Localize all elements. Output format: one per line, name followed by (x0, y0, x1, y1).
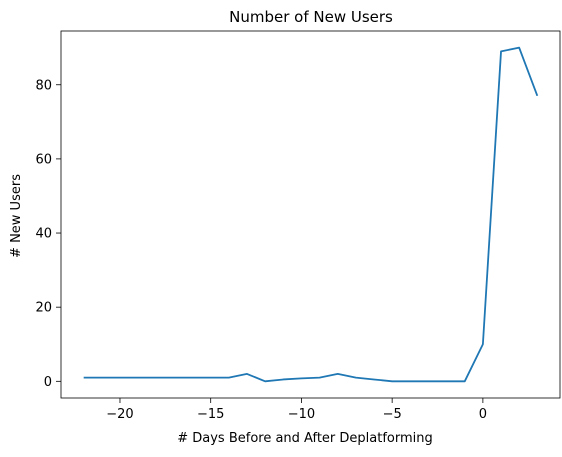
y-tick-label: 20 (35, 301, 52, 316)
series-line (83, 46, 539, 383)
axes-frame (60, 30, 561, 399)
x-axis-ticks: −20 −15 −10 −5 0 (106, 398, 487, 422)
series-layer (83, 46, 539, 383)
x-tick-label: −5 (383, 407, 402, 422)
y-tick-label: 80 (35, 78, 52, 93)
y-axis-label: # New Users (9, 174, 24, 258)
y-tick-label: 60 (35, 152, 52, 167)
x-tick-label: 0 (479, 407, 487, 422)
y-axis-ticks: 0 20 40 60 80 (35, 78, 61, 390)
x-tick-label: −10 (288, 407, 315, 422)
x-tick-label: −20 (106, 407, 133, 422)
y-tick-label: 0 (44, 375, 52, 390)
x-tick-label: −15 (197, 407, 224, 422)
x-axis-label: # Days Before and After Deplatforming (177, 431, 433, 446)
y-tick-label: 40 (35, 227, 52, 242)
plot-area-frame (60, 30, 561, 399)
chart-title: Number of New Users (229, 8, 393, 26)
